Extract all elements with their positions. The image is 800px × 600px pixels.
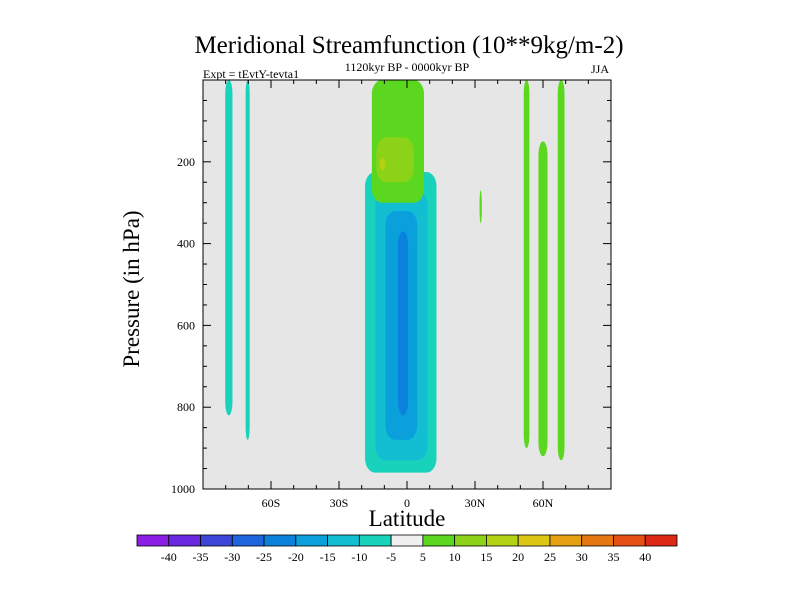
colorbar-label: -20 — [288, 550, 304, 564]
x-tick-label: 0 — [404, 496, 410, 510]
contour-tropical-upper-core — [379, 157, 386, 170]
contour-tropical-upper-inner — [376, 137, 414, 183]
colorbar-swatch — [295, 534, 328, 547]
y-tick-label: 400 — [177, 237, 195, 251]
y-tick-label: 200 — [177, 155, 195, 169]
y-tick-label: 1000 — [171, 482, 195, 496]
contour-layer — [225, 80, 565, 473]
colorbar-label: -15 — [320, 550, 336, 564]
colorbar-swatch — [613, 534, 646, 547]
colorbar-swatch — [358, 534, 392, 547]
y-axis-label: Pressure (in hPa) — [119, 210, 144, 367]
colorbar-label: -40 — [161, 550, 177, 564]
colorbar-swatch — [168, 534, 201, 547]
contour-nh-strip-c — [557, 80, 565, 461]
colorbar-swatch — [390, 534, 424, 547]
x-tick-label: 30S — [330, 496, 349, 510]
colorbar-swatch — [422, 534, 456, 547]
colorbar-label: -25 — [256, 550, 272, 564]
colorbar-label: 10 — [449, 550, 461, 564]
colorbar-swatch — [231, 534, 265, 547]
colorbar-label: 20 — [512, 550, 524, 564]
colorbar-label: 15 — [480, 550, 492, 564]
period-label: 1120kyr BP - 0000kyr BP — [345, 60, 470, 74]
contour-nh-speck — [479, 190, 482, 224]
season-label: JJA — [591, 62, 609, 76]
colorbar-swatch — [581, 534, 614, 547]
axis-ticks: 60S 30S 0 30N 60N 200 400 600 800 1000 — [171, 80, 611, 510]
colorbar-label: 25 — [544, 550, 556, 564]
contour-nh-strip-a — [523, 80, 530, 449]
y-tick-label: 600 — [177, 318, 195, 332]
x-tick-label: 60N — [533, 496, 554, 510]
chart-title: Meridional Streamfunction (10**9kg/m-2) — [194, 32, 623, 59]
y-tick-label: 800 — [177, 400, 195, 414]
colorbar-swatch — [454, 534, 487, 547]
colorbar-swatch — [486, 534, 519, 547]
colorbar-label: 30 — [576, 550, 588, 564]
colorbar-label: 35 — [607, 550, 619, 564]
colorbar-swatch — [136, 534, 170, 547]
contour-center-core — [397, 231, 409, 416]
contour-sh-strip-b — [245, 80, 250, 440]
colorbar-swatch — [263, 534, 297, 547]
colorbar-label: -10 — [351, 550, 367, 564]
colorbar-label: -5 — [386, 550, 396, 564]
colorbar-label: 5 — [420, 550, 426, 564]
colorbar-swatch — [549, 534, 583, 547]
contour-nh-strip-b — [538, 141, 548, 457]
colorbar-label: 40 — [639, 550, 651, 564]
plot-area: 60S 30S 0 30N 60N 200 400 600 800 1000 — [171, 79, 612, 510]
contour-sh-strip-a — [225, 80, 233, 416]
colorbar: -40 -35 -30 -25 -20 -15 -10 -5 5 10 15 20 25 30 35 40 — [136, 534, 678, 564]
x-axis-label: Latitude — [369, 506, 446, 531]
x-tick-label: 60S — [262, 496, 281, 510]
colorbar-swatch — [517, 534, 551, 547]
colorbar-label: -30 — [224, 550, 240, 564]
colorbar-swatch — [200, 534, 233, 547]
experiment-label: Expt = tEvtY-tevta1 — [203, 67, 299, 81]
colorbar-swatch — [644, 534, 678, 547]
colorbar-swatch — [327, 534, 360, 547]
x-tick-label: 30N — [465, 496, 486, 510]
colorbar-label: -35 — [193, 550, 209, 564]
